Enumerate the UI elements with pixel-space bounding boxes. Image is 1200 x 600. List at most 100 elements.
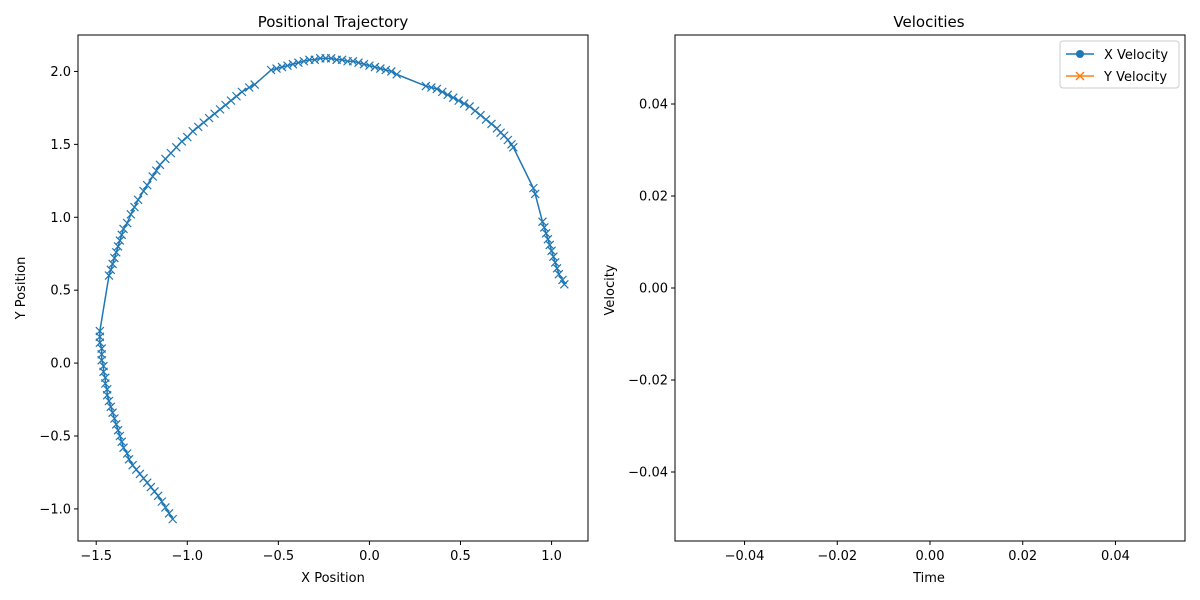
trajectory-ticks: −1.5 −1.0 −0.5 0.0 0.5 1.0 −1.0 −0.5 0.0 0.5 1.0 1.… [39,65,561,564]
trajectory-point [106,402,116,412]
velocities-chart: Velocities −0.04 −0.02 0.00 0.02 0.04−0.04−0… [603,13,1186,586]
velocities-y-tick-label: −0.02 [628,374,668,389]
trajectory-y-tick-label: 2.0 [50,65,71,80]
trajectory-point [548,252,558,262]
trajectory-point [386,67,396,76]
trajectory-point [126,209,136,219]
trajectory-point [272,64,281,73]
velocities-y-tick-label: 0.00 [639,282,668,297]
trajectory-point [128,460,138,470]
trajectory-point [426,83,436,92]
trajectory-point [188,126,198,136]
trajectory-point [266,65,276,75]
velocities-legend: X Velocity Y Velocity [1059,40,1180,89]
trajectory-point [210,109,220,119]
trajectory-point [348,56,358,66]
trajectory-point [421,81,431,91]
trajectory-point [288,59,298,69]
trajectory-point [470,106,480,116]
trajectory-x-tick-label: 0.5 [450,549,471,564]
trajectory-y-tick-label: −1.0 [39,502,71,517]
trajectory-point [554,269,564,279]
trajectory-title: Positional Trajectory [258,13,409,31]
velocities-axes-frame [674,34,1186,542]
velocities-y-label: Velocity [603,264,618,315]
trajectory-point [122,218,132,228]
velocities-x-tick-label: −0.04 [725,549,765,564]
velocities-title: Velocities [893,13,964,31]
trajectory-point [232,91,241,101]
velocities-x-tick-label: 0.00 [916,549,945,564]
trajectory-point [299,56,309,66]
trajectory-point [97,344,107,353]
trajectory-point [310,55,320,65]
velocities-x-tick-label: 0.04 [1101,549,1130,564]
trajectory-y-tick-label: 0.5 [50,284,71,299]
trajectory-point [151,166,161,176]
trajectory-point [365,61,374,71]
trajectory-point [283,61,292,71]
trajectory-point [237,87,247,97]
trajectory-x-label: X Position [301,571,365,586]
trajectory-point [139,186,148,196]
trajectory-y-tick-label: 1.0 [50,211,71,226]
trajectory-point [108,408,118,418]
trajectory-point [448,93,458,103]
legend-label-x-velocity: X Velocity [1104,48,1168,63]
legend-marker-x-icon [1075,71,1085,81]
trajectory-point [250,80,260,90]
trajectory-x-tick-label: 1.0 [541,549,562,564]
trajectory-point [199,118,209,127]
trajectory-point [337,55,347,65]
trajectory-point [528,183,538,193]
trajectory-point [115,431,125,441]
trajectory-point [119,224,128,234]
trajectory-point [157,497,167,507]
trajectory-point [95,326,105,336]
trajectory-point [133,195,143,205]
trajectory-point [443,90,453,100]
trajectory-point [552,263,562,273]
trajectory-point [168,514,178,524]
trajectory-point [119,443,128,453]
trajectory-point [113,242,123,251]
trajectory-point [558,275,567,285]
trajectory-point [117,437,127,447]
trajectory-point [545,240,555,250]
trajectory-point [124,454,134,464]
trajectory-point [530,189,540,199]
trajectory-point [539,223,549,232]
legend-label-y-velocity: Y Velocity [1103,70,1167,85]
trajectory-point [148,172,158,181]
trajectory-point [354,58,363,68]
velocities-x-tick-label: −0.02 [817,549,857,564]
velocities-x-tick-label: 0.02 [1008,549,1037,564]
trajectory-point [130,202,139,212]
trajectory-point [559,279,569,289]
trajectory-point [359,59,369,69]
trajectory-point [465,102,475,111]
trajectory-point [204,113,214,123]
trajectory-point [481,115,491,125]
trajectory-point [108,259,118,269]
trajectory-axes-frame [77,34,589,542]
trajectory-point [99,361,108,371]
trajectory-x-tick-label: −1.0 [171,549,203,564]
trajectory-point [392,69,402,79]
trajectory-point [226,96,236,106]
trajectory-point [487,119,496,129]
trajectory-point [122,449,132,458]
trajectory-point [277,62,287,72]
velocities-y-tick-label: 0.04 [639,98,668,113]
trajectory-point [104,271,114,281]
trajectory-x-tick-label: −0.5 [263,549,295,564]
trajectory-point [381,65,391,75]
trajectory-point [432,84,442,94]
trajectory-plot-area [95,53,569,524]
trajectory-point [117,230,127,240]
trajectory-x-tick-label: −1.5 [80,549,112,564]
trajectory-point [110,253,119,263]
trajectory-y-tick-label: −0.5 [39,430,71,445]
